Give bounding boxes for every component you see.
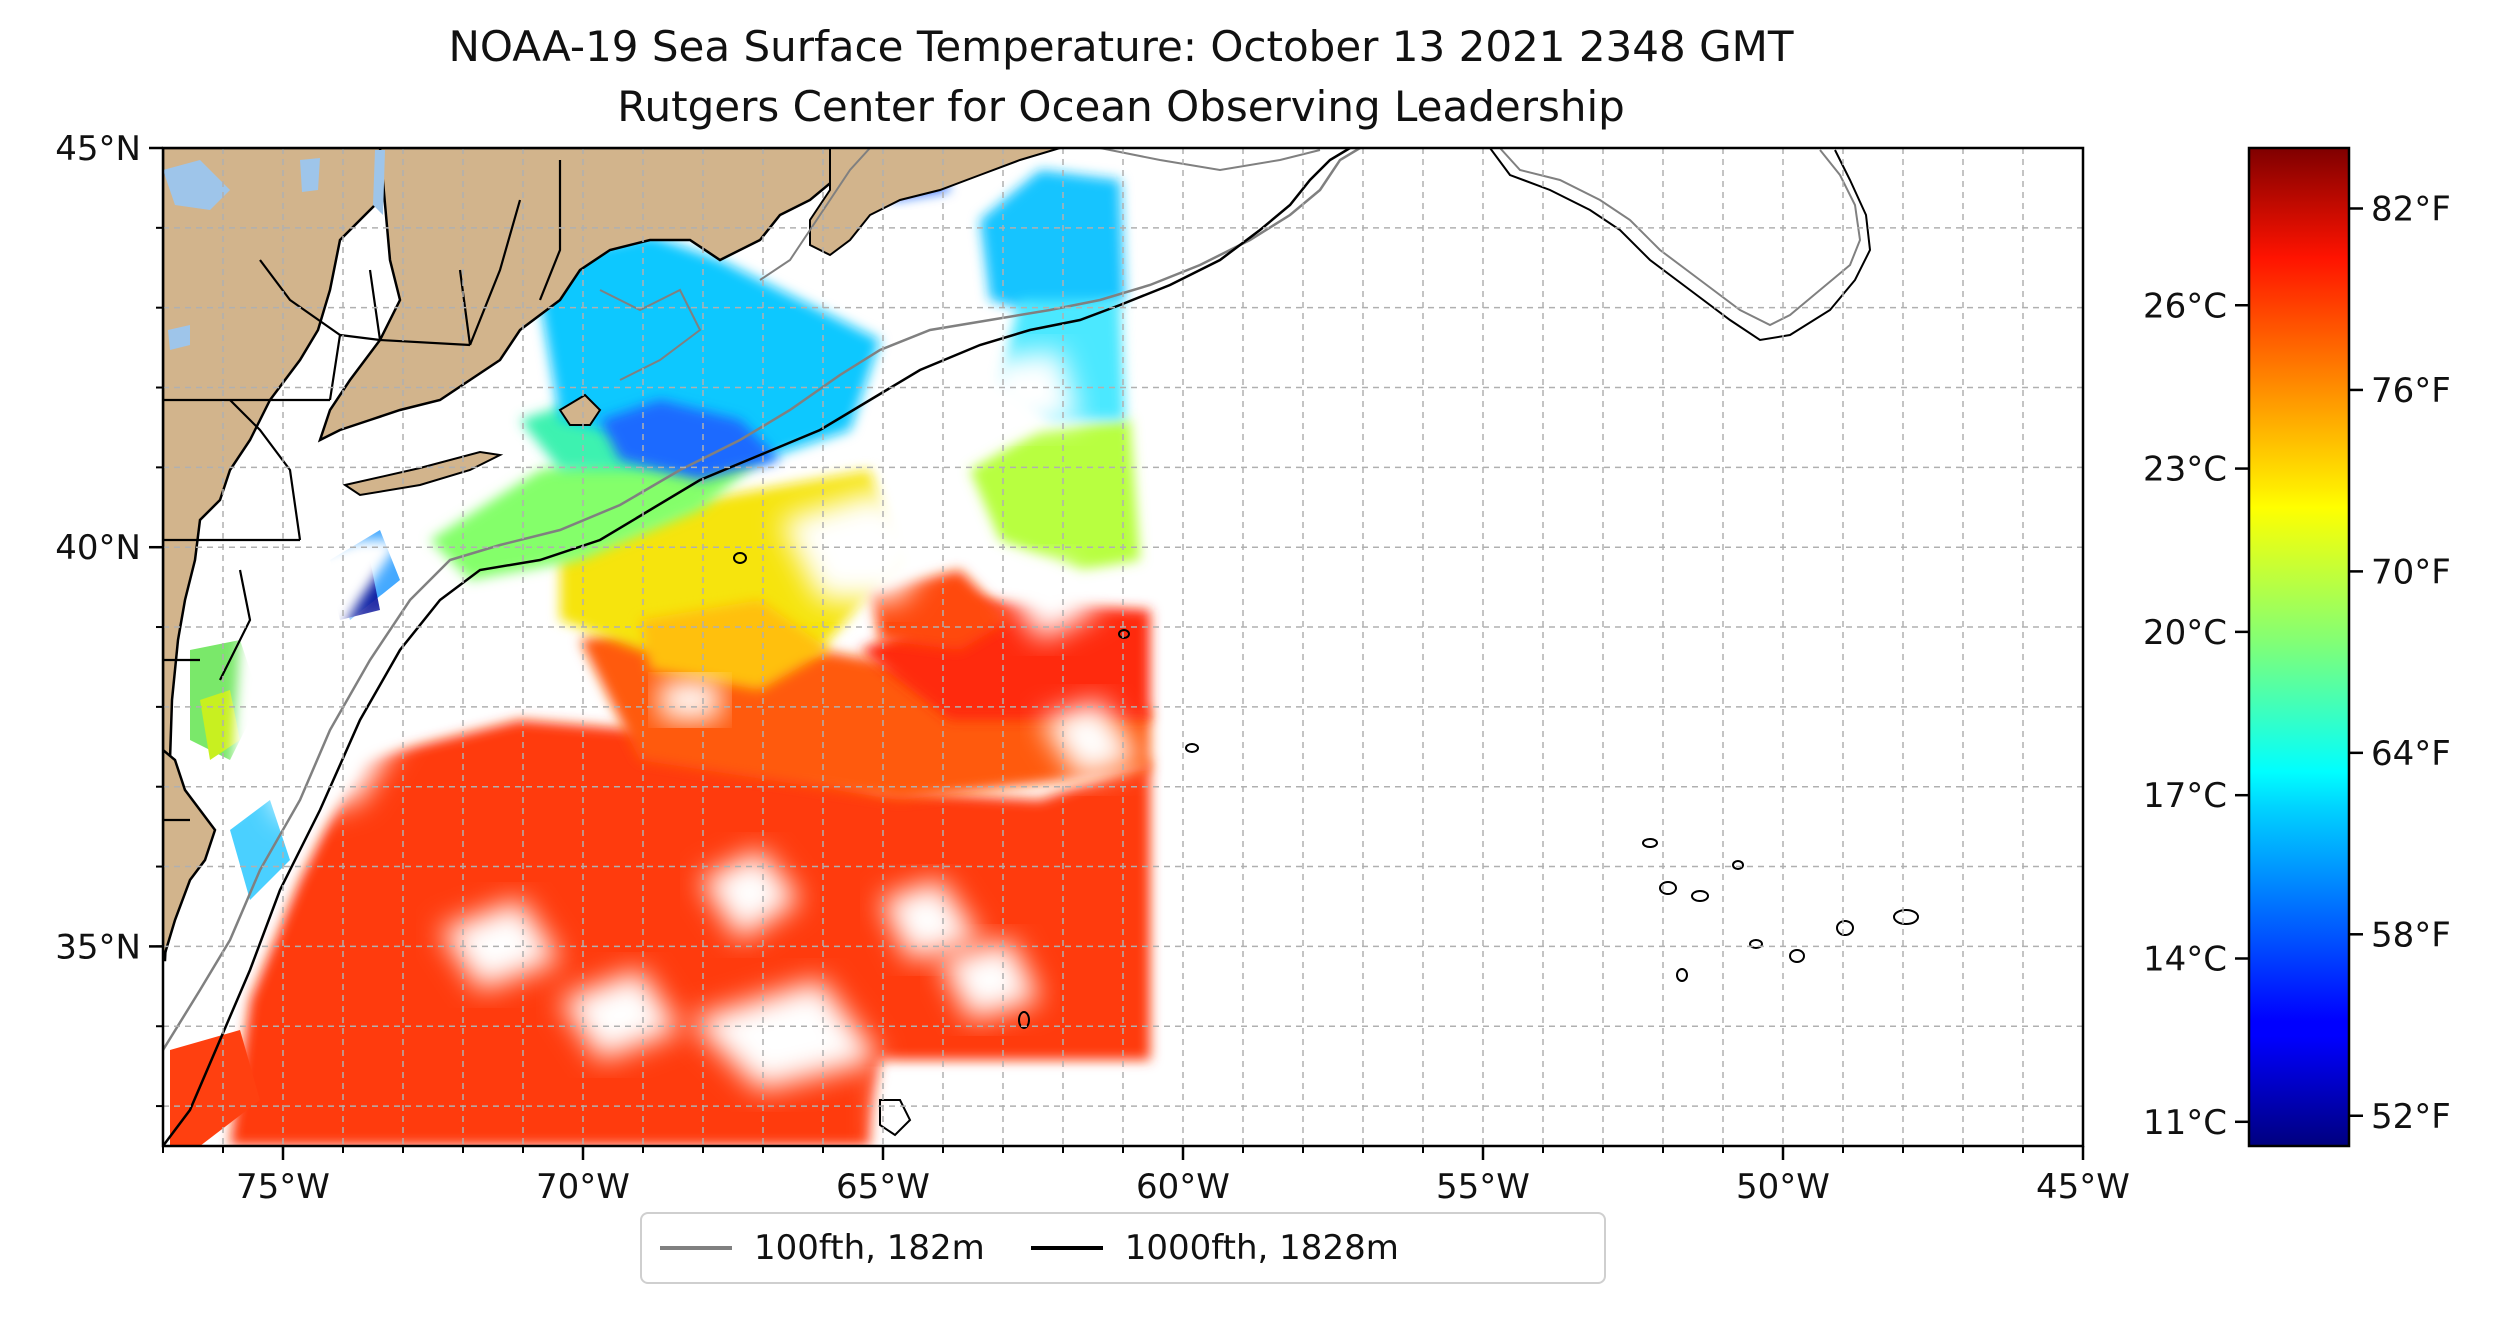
land-layer [163, 148, 1061, 962]
lon-tick-label: 55°W [1436, 1167, 1530, 1207]
lat-tick-label: 45°N [55, 129, 141, 169]
legend: 100fth, 182m 1000fth, 1828m [640, 1212, 1606, 1284]
colorbar-f-label: 64°F [2371, 734, 2451, 774]
legend-item-100fth: 100fth, 182m [660, 1228, 985, 1268]
map-area [163, 148, 2083, 1146]
legend-label-100fth: 100fth, 182m [754, 1228, 985, 1268]
colorbar-f-label: 58°F [2371, 915, 2451, 955]
state-borders [163, 160, 562, 822]
colorbar [2247, 146, 2351, 1148]
colorbar-c-label: 14°C [2143, 939, 2227, 979]
lon-tick-label: 70°W [536, 1167, 630, 1207]
map-gridlines [163, 148, 2083, 1146]
lon-tick-label: 45°W [2036, 1167, 2130, 1207]
legend-label-1000fth: 1000fth, 1828m [1124, 1228, 1399, 1268]
lon-tick-label: 50°W [1736, 1167, 1830, 1207]
colorbar-f-label: 82°F [2371, 189, 2451, 229]
longitude-ticks: 75°W 70°W 65°W 60°W 55°W 50°W 45°W [162, 1146, 2130, 1207]
legend-item-1000fth: 1000fth, 1828m [1030, 1228, 1399, 1268]
colorbar-f-label: 70°F [2371, 552, 2451, 592]
colorbar-c-label: 20°C [2143, 613, 2227, 653]
chart-title-line2: Rutgers Center for Ocean Observing Leade… [617, 82, 1625, 131]
colorbar-f-label: 76°F [2371, 371, 2451, 411]
sst-data-layer [170, 150, 1150, 1146]
chart-title-line1: NOAA-19 Sea Surface Temperature: October… [448, 22, 1794, 71]
lon-tick-label: 75°W [236, 1167, 330, 1207]
lat-tick-label: 35°N [55, 927, 141, 967]
colorbar-celsius-ticks: 11°C 14°C 17°C 20°C 23°C 26°C [2143, 286, 2249, 1143]
colorbar-c-label: 26°C [2143, 286, 2227, 326]
colorbar-f-label: 52°F [2371, 1097, 2451, 1137]
colorbar-c-label: 23°C [2143, 450, 2227, 490]
lon-tick-label: 65°W [836, 1167, 930, 1207]
legend-swatch-100fth [660, 1246, 732, 1250]
colorbar-c-label: 11°C [2143, 1103, 2227, 1143]
lat-tick-label: 40°N [55, 528, 141, 568]
lakes-layer [163, 150, 385, 350]
colorbar-fahrenheit-ticks: 52°F 58°F 64°F 70°F 76°F 82°F [2349, 189, 2451, 1137]
legend-swatch-1000fth [1030, 1246, 1103, 1250]
latitude-ticks: 45°N 40°N 35°N [55, 129, 163, 1108]
bathymetry-contours [163, 148, 1872, 1146]
colorbar-c-label: 17°C [2143, 776, 2227, 816]
seamount-contours [733, 552, 1919, 1029]
lon-tick-label: 60°W [1136, 1167, 1230, 1207]
